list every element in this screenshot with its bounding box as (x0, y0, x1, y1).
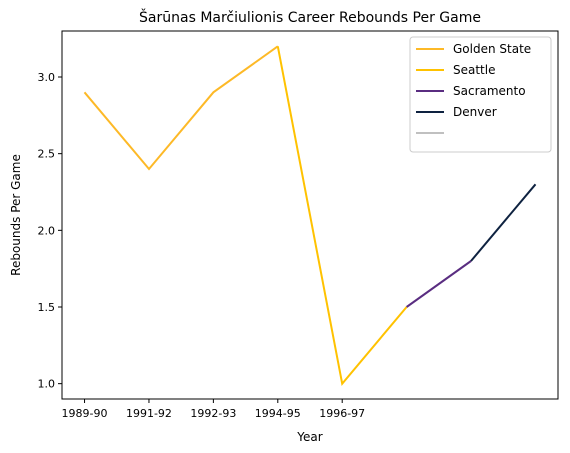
series-line-sacramento (406, 260, 472, 308)
x-axis-label: Year (296, 430, 322, 444)
x-tick-label: 1992-93 (190, 407, 236, 420)
x-tick-label: 1996-97 (319, 407, 365, 420)
plot-area: 1.0 1.5 2.0 2.5 3.0 1989-90 1991-92 1992-93 1994… (38, 45, 537, 420)
y-tick-label: 1.0 (38, 378, 56, 391)
series-line-denver (470, 183, 537, 262)
legend-label: Denver (453, 105, 497, 119)
plot-frame (61, 30, 559, 400)
y-tick-label: 2.0 (38, 224, 56, 237)
y-tick-label: 1.5 (38, 301, 56, 314)
legend-label: Seattle (453, 63, 495, 77)
x-tick-label: 1991-92 (126, 407, 172, 420)
legend-label: Sacramento (453, 84, 526, 98)
legend-box (409, 36, 552, 153)
series-line-seattle (276, 46, 408, 386)
legend-label: Golden State (453, 42, 531, 56)
chart-title: Šarūnas Marčiulionis Career Rebounds Per… (139, 8, 481, 26)
x-tick-label: 1994-95 (255, 407, 301, 420)
y-tick-label: 2.5 (38, 148, 56, 161)
y-axis-label: Rebounds Per Game (9, 154, 23, 276)
legend: Golden State Seattle Sacramento Denver (409, 36, 552, 153)
y-tick-label: 3.0 (38, 71, 56, 84)
series-line-golden-state (83, 45, 279, 171)
x-tick-label: 1989-90 (62, 407, 108, 420)
